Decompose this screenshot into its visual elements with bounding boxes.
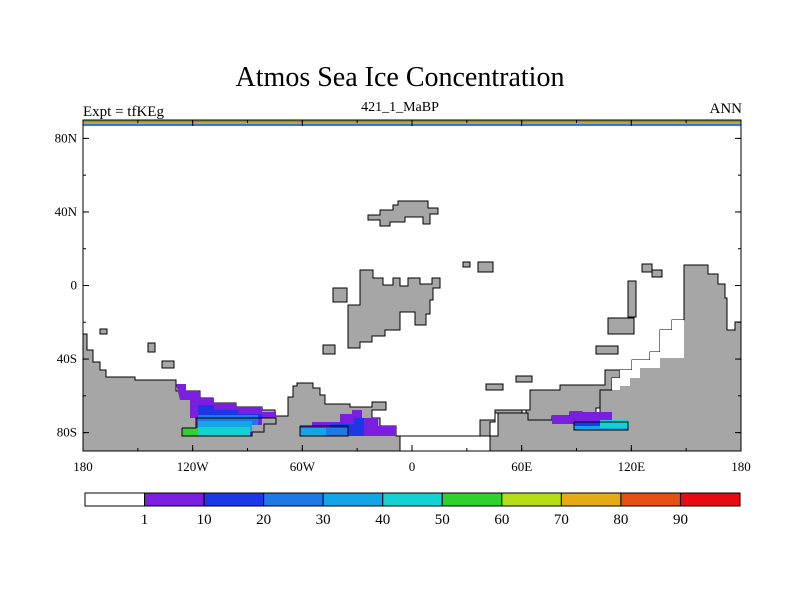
sea-ice-east-3 bbox=[600, 420, 628, 428]
lon-tick-label: 180 bbox=[731, 459, 751, 474]
island-12 bbox=[651, 269, 663, 278]
colorbar-label: 10 bbox=[197, 512, 212, 528]
island-1 bbox=[332, 287, 348, 303]
lon-tick-label: 120E bbox=[618, 459, 646, 474]
colorbar-label: 40 bbox=[375, 512, 390, 528]
colorbar-label: 30 bbox=[316, 512, 331, 528]
land-north bbox=[367, 200, 439, 227]
colorbar-label: 50 bbox=[435, 512, 450, 528]
lon-tick-label: 0 bbox=[409, 459, 416, 474]
colorbar-swatch bbox=[679, 492, 741, 507]
colorbar-label: 90 bbox=[673, 512, 688, 528]
island-9 bbox=[627, 280, 637, 318]
inlet-east bbox=[612, 320, 684, 390]
island-14 bbox=[515, 375, 533, 383]
sea-ice-west-1 bbox=[198, 405, 262, 418]
island-4 bbox=[99, 328, 108, 335]
island-6 bbox=[462, 261, 471, 268]
colorbar-swatch bbox=[263, 492, 324, 507]
colorbar-swatch bbox=[84, 492, 146, 507]
season-label: ANN bbox=[709, 101, 743, 117]
island-5 bbox=[161, 360, 175, 369]
colorbar-swatch bbox=[203, 492, 265, 507]
ice-edge-central bbox=[299, 425, 349, 437]
colorbar-swatch bbox=[620, 492, 681, 507]
island-7 bbox=[477, 261, 494, 273]
island-10 bbox=[595, 345, 619, 355]
lon-tick-label: 60W bbox=[290, 459, 316, 474]
ice-edge-east bbox=[573, 421, 629, 431]
map-axes: 80N 40N 0 40S 80S 180 120W 60W 0 60E 120E 180 bbox=[55, 120, 751, 474]
lon-tick-label: 120W bbox=[177, 459, 210, 474]
lon-tick-label: 180 bbox=[73, 459, 93, 474]
island-13 bbox=[485, 383, 504, 391]
colorbar-swatch bbox=[144, 492, 205, 507]
land-central bbox=[347, 269, 441, 349]
island-3 bbox=[147, 342, 156, 353]
colorbar: 1 10 20 30 40 50 60 70 80 90 bbox=[84, 492, 741, 528]
lat-tick-label: 40N bbox=[55, 204, 78, 219]
map-plot-area bbox=[82, 119, 742, 452]
colorbar-label: 70 bbox=[554, 512, 569, 528]
ice-edge-west bbox=[181, 417, 277, 437]
colorbar-label: 1 bbox=[141, 512, 149, 528]
island-8 bbox=[607, 317, 635, 335]
lat-tick-label: 40S bbox=[57, 351, 77, 366]
colorbar-swatch bbox=[382, 492, 443, 507]
colorbar-label: 20 bbox=[256, 512, 271, 528]
map-subtitle: 421_1_MaBP bbox=[361, 100, 439, 115]
lat-tick-label: 0 bbox=[71, 278, 78, 293]
island-2 bbox=[322, 344, 336, 355]
island-11 bbox=[641, 263, 653, 273]
map-title: Atmos Sea Ice Concentration bbox=[235, 62, 565, 93]
lon-tick-label: 60E bbox=[511, 459, 532, 474]
sea-ice-central-3 bbox=[300, 428, 326, 436]
colorbar-label: 60 bbox=[494, 512, 509, 528]
lat-tick-label: 80N bbox=[55, 130, 78, 145]
colorbar-swatch bbox=[322, 492, 384, 507]
colorbar-swatch bbox=[501, 492, 562, 507]
experiment-label: Expt = tfKEg bbox=[83, 104, 164, 120]
colorbar-swatch bbox=[560, 492, 622, 507]
colorbar-swatch bbox=[441, 492, 503, 507]
sea-ice-west-4 bbox=[198, 427, 250, 436]
sea-ice-west-5 bbox=[182, 428, 198, 436]
lat-tick-label: 80S bbox=[57, 425, 77, 440]
colorbar-label: 80 bbox=[613, 512, 628, 528]
